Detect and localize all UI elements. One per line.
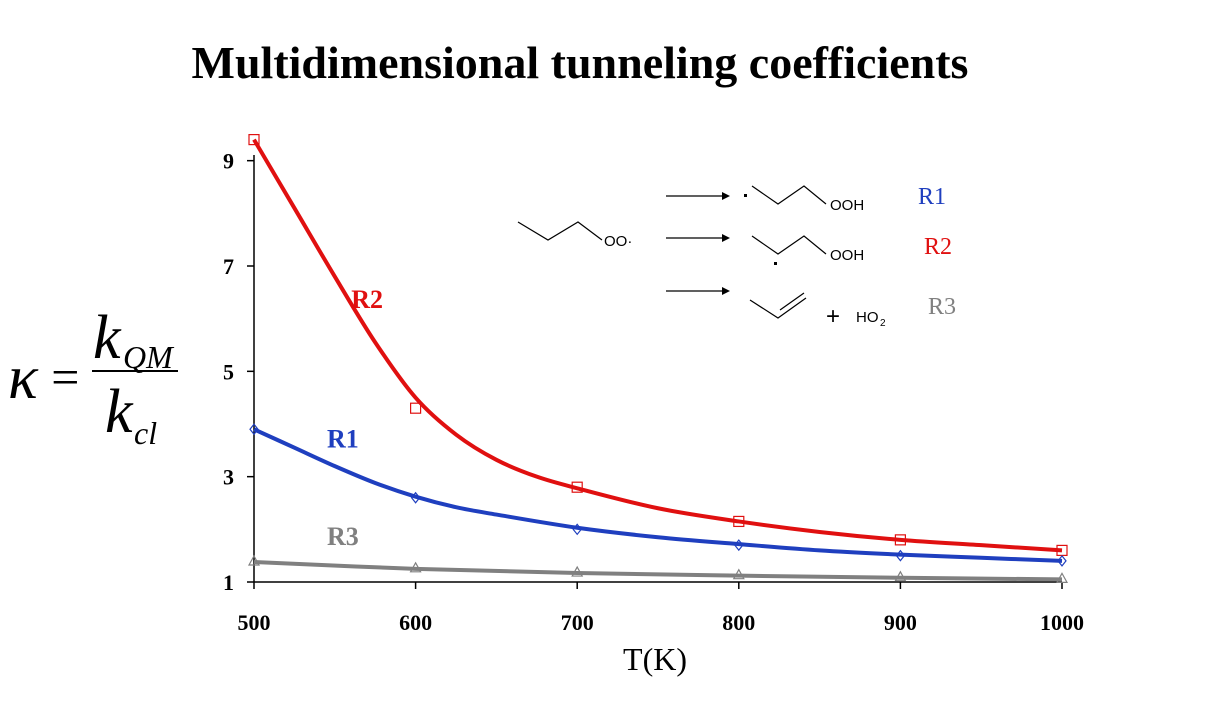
series-line-R1 (253, 427, 1063, 563)
series-line-R3 (253, 559, 1063, 582)
x-tick-label: 1000 (1040, 610, 1084, 635)
data-point-R2 (410, 402, 422, 414)
series-R2 (248, 134, 1068, 557)
data-point-R1 (410, 491, 421, 504)
data-point-R2 (248, 134, 260, 146)
x-tick-label: 600 (399, 610, 432, 635)
series-label-R1: R1 (327, 425, 359, 454)
reaction-scheme: OO· OOH R1 OOH R2 + HO 2 R3 (517, 184, 956, 330)
data-point-R1 (734, 539, 744, 552)
data-point-R3 (247, 554, 261, 566)
formula-equals: = (48, 349, 82, 405)
page-title: Multidimensional tunneling coefficients (191, 37, 969, 88)
annotations: R2 R1 R3 (327, 285, 383, 551)
y-tick-label: 7 (223, 254, 234, 279)
r2-product-label: OOH (830, 247, 864, 264)
r2-skeleton (751, 235, 827, 255)
reactant-skeleton (517, 221, 603, 241)
kappa-formula: κ = k QM k cl (8, 304, 178, 451)
r3-product-sub: 2 (880, 318, 886, 329)
x-ticks: 500 600 700 800 900 1000 (238, 582, 1084, 635)
series-line-R2 (252, 138, 1063, 553)
r3-scheme-label: R3 (928, 294, 956, 320)
series-label-R2: R2 (351, 285, 383, 314)
series-label-R3: R3 (327, 522, 359, 551)
data-point-R1 (1057, 554, 1067, 567)
x-tick-label: 900 (884, 610, 917, 635)
x-tick-label: 700 (561, 610, 594, 635)
series-R3 (247, 554, 1069, 583)
arrow-r3-head (722, 287, 730, 295)
series-layer (247, 134, 1069, 583)
arrow-r2-head (722, 234, 730, 242)
data-point-R3 (571, 565, 584, 577)
y-tick-label: 1 (223, 570, 234, 595)
r3-skeleton (749, 297, 807, 319)
data-point-R1 (572, 523, 582, 536)
data-point-R3 (732, 568, 745, 580)
arrow-r1-head (722, 192, 730, 200)
data-point-R1 (895, 549, 906, 562)
r3-double-bond (779, 292, 805, 311)
reactant-label: OO· (604, 233, 632, 250)
r2-scheme-label: R2 (924, 234, 952, 260)
formula-numerator-sub: QM (123, 339, 175, 375)
data-point-R3 (894, 570, 907, 582)
formula-kappa: κ (8, 344, 39, 412)
formula-denominator-sub: cl (134, 415, 157, 451)
r3-product-label: HO (856, 309, 879, 326)
data-point-R3 (1055, 572, 1069, 583)
y-tick-label: 3 (223, 465, 234, 490)
formula-numerator-k: k (93, 304, 122, 372)
r1-radical-dot (744, 194, 747, 197)
r1-product-label: OOH (830, 197, 864, 214)
data-point-R1 (249, 423, 259, 436)
data-point-R3 (409, 561, 422, 573)
data-point-R2 (894, 534, 907, 546)
series-R1 (249, 423, 1067, 567)
data-point-R2 (571, 481, 583, 493)
formula-denominator-k: k (105, 378, 134, 446)
r3-plus: + (826, 303, 840, 330)
y-tick-label: 9 (223, 149, 234, 174)
r1-skeleton (751, 185, 827, 205)
r1-scheme-label: R1 (918, 184, 946, 210)
x-axis-label: T(K) (623, 641, 687, 677)
y-ticks: 1 3 5 7 9 (223, 149, 254, 595)
data-point-R2 (733, 515, 745, 528)
r2-radical-dot (774, 262, 777, 265)
x-tick-label: 500 (238, 610, 271, 635)
y-tick-label: 5 (223, 359, 234, 384)
x-tick-label: 800 (722, 610, 755, 635)
